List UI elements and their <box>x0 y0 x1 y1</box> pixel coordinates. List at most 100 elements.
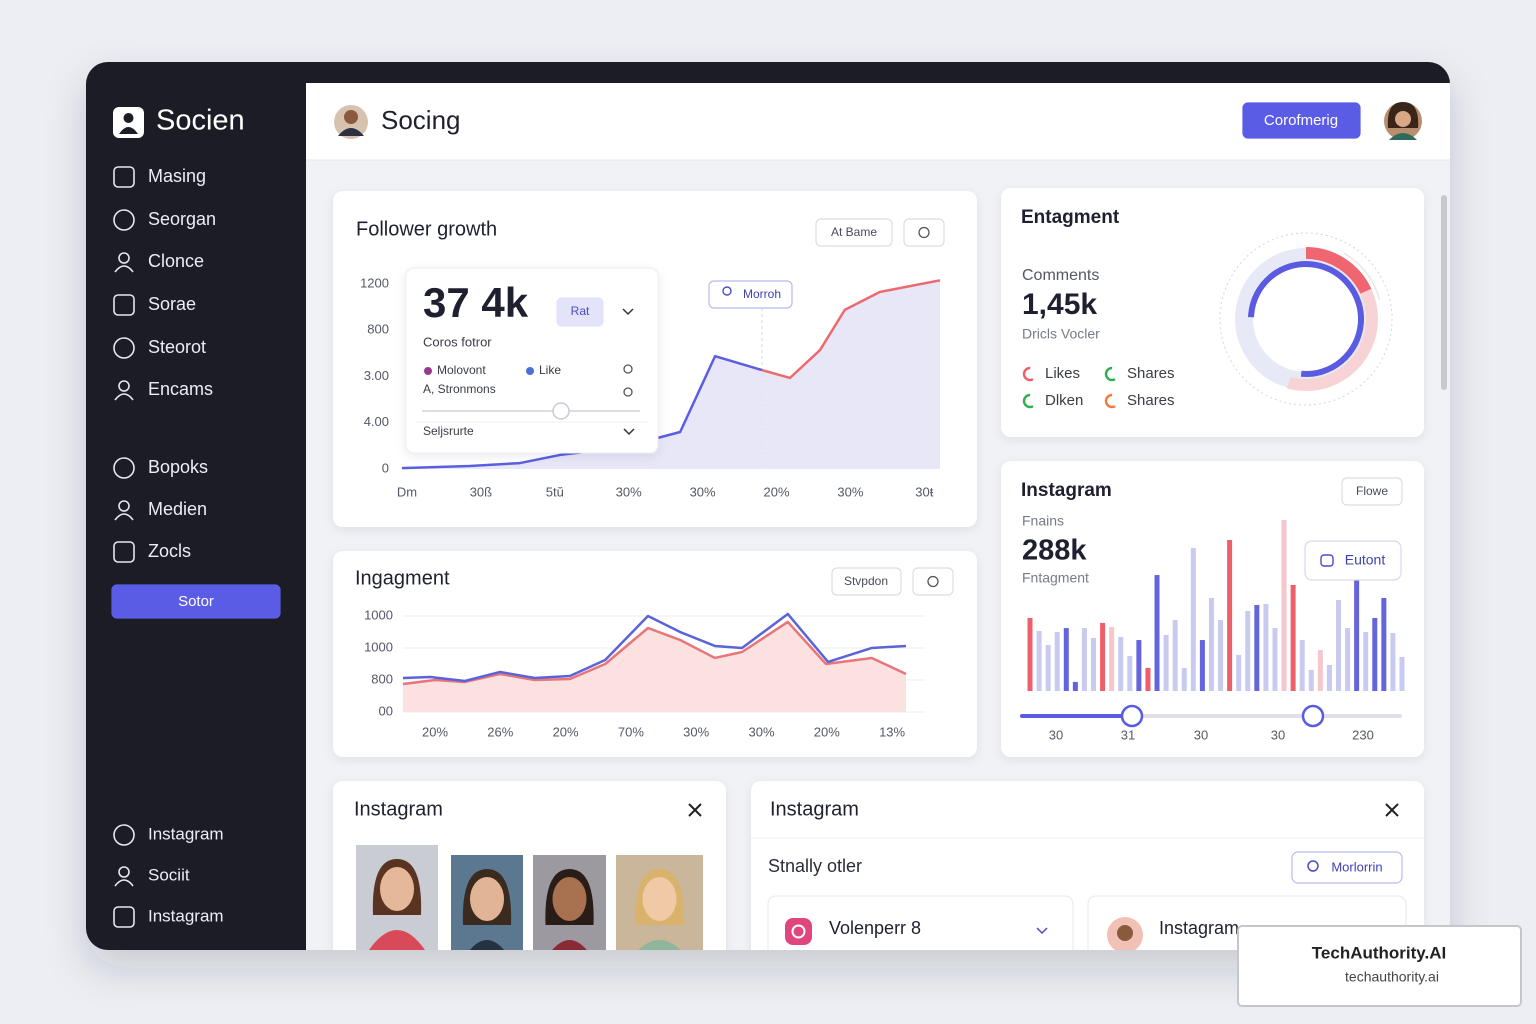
avatar-face <box>1395 111 1411 127</box>
slider-label: 30 <box>1194 727 1208 742</box>
popup: 37 4k Rat Coros fotror Molovont Like A, Stron… <box>405 267 659 454</box>
nav-icon <box>114 879 134 887</box>
photo-face <box>470 877 504 921</box>
y-tick-label: 800 <box>371 671 393 686</box>
nav-item[interactable]: Sorae <box>148 294 196 314</box>
x-tick-label: 30% <box>690 484 716 499</box>
donut-arc <box>1234 247 1378 391</box>
bar <box>1127 655 1133 691</box>
y-tick-label: 1000 <box>364 607 393 622</box>
button[interactable] <box>1304 540 1402 581</box>
close-icon[interactable] <box>1385 803 1399 817</box>
legend-label: Shares <box>1127 365 1175 382</box>
bar <box>1390 633 1396 691</box>
chevron[interactable] <box>623 428 635 436</box>
logo-icon-body <box>119 127 138 134</box>
nav-item[interactable]: Clonce <box>148 251 204 271</box>
button-label[interactable]: At Bame <box>831 225 877 239</box>
bar <box>1272 628 1278 691</box>
metric-value: 1,45k <box>1022 288 1097 321</box>
nav-item[interactable]: Bopoks <box>148 457 208 477</box>
button[interactable] <box>111 584 281 619</box>
legend-dot <box>526 367 534 375</box>
bar <box>1299 640 1305 691</box>
nav-item[interactable]: Encams <box>148 379 213 399</box>
y-tick-label: 00 <box>379 703 393 718</box>
slider-knob[interactable] <box>1120 704 1144 728</box>
nav-item[interactable]: Medien <box>148 499 207 519</box>
donut <box>1219 232 1393 406</box>
nav-icon <box>118 380 130 392</box>
button[interactable] <box>1291 851 1403 884</box>
nav-item[interactable]: Sociit <box>148 865 190 884</box>
select-label[interactable]: Seljsrurte <box>423 424 474 438</box>
nav-icon <box>113 209 135 231</box>
slider-knob[interactable] <box>552 402 570 420</box>
nav-item[interactable]: Seorgan <box>148 209 216 229</box>
button-label[interactable]: Corofmerig <box>1264 112 1338 129</box>
photo-body <box>360 930 434 950</box>
bar <box>1109 627 1115 691</box>
x-tick-label: 20% <box>422 724 448 739</box>
close-icon[interactable] <box>688 803 702 817</box>
bar <box>1081 628 1087 691</box>
button-label[interactable]: Morlorrin <box>1331 859 1382 874</box>
bar <box>1027 617 1033 691</box>
nav-icon <box>114 393 134 401</box>
y-tick-label: 1200 <box>360 275 389 290</box>
button[interactable] <box>556 297 604 327</box>
bar <box>1263 603 1269 691</box>
chevron[interactable] <box>1036 927 1048 935</box>
bar <box>1045 645 1051 691</box>
x-tick-label: 20% <box>814 724 840 739</box>
button[interactable] <box>912 567 954 596</box>
button-label[interactable]: Sotor <box>178 593 214 610</box>
slider-knob[interactable] <box>1301 704 1325 728</box>
nav-icon <box>113 824 135 846</box>
photo-face <box>642 877 677 921</box>
avatar-head <box>344 110 358 124</box>
scrollbar[interactable] <box>1441 195 1447 390</box>
nav-icon <box>118 252 130 264</box>
button[interactable] <box>831 567 902 596</box>
nav-item[interactable]: Instagram <box>148 906 224 925</box>
button-label[interactable]: Flowe <box>1356 484 1388 498</box>
button[interactable] <box>903 218 945 247</box>
legend-label: Likes <box>1045 365 1080 382</box>
card-title: Instagram <box>1021 480 1112 501</box>
button[interactable] <box>1341 477 1403 506</box>
nav-item[interactable]: Instagram <box>148 824 224 843</box>
button-label[interactable]: Stvpdon <box>844 574 888 588</box>
tag-label[interactable]: Morroh <box>743 287 781 301</box>
metric-note: Fntagment <box>1022 570 1089 586</box>
button[interactable] <box>1242 102 1361 139</box>
nav-item[interactable]: Steorot <box>148 337 206 357</box>
bar <box>1136 640 1142 691</box>
x-tick-label: 13% <box>879 724 905 739</box>
nav-item[interactable]: Masing <box>148 166 206 186</box>
list-item[interactable] <box>767 895 1074 976</box>
bar <box>1190 548 1196 691</box>
nav-icon <box>113 166 135 188</box>
bar <box>1208 597 1214 691</box>
chevron[interactable] <box>622 308 634 316</box>
bar <box>1063 628 1069 691</box>
nav-item[interactable]: Zocls <box>148 541 191 561</box>
x-tick-label: 20% <box>763 484 789 499</box>
line <box>761 279 941 380</box>
x-tick-label: 30ß <box>470 484 492 499</box>
pill-label[interactable]: Rat <box>571 304 590 318</box>
button[interactable] <box>815 218 893 247</box>
bar <box>1145 667 1151 691</box>
photo-body <box>620 940 699 950</box>
nav-icon <box>113 294 135 316</box>
legend-icon <box>1104 393 1120 409</box>
nav-icon <box>118 866 130 878</box>
tooltip-label[interactable]: Eutont <box>1345 552 1386 568</box>
metric-label: Comments <box>1022 267 1099 284</box>
bar <box>1054 632 1060 691</box>
x-tick-label: Dm <box>397 484 417 499</box>
list-item-title: Volenperr 8 <box>829 918 921 938</box>
